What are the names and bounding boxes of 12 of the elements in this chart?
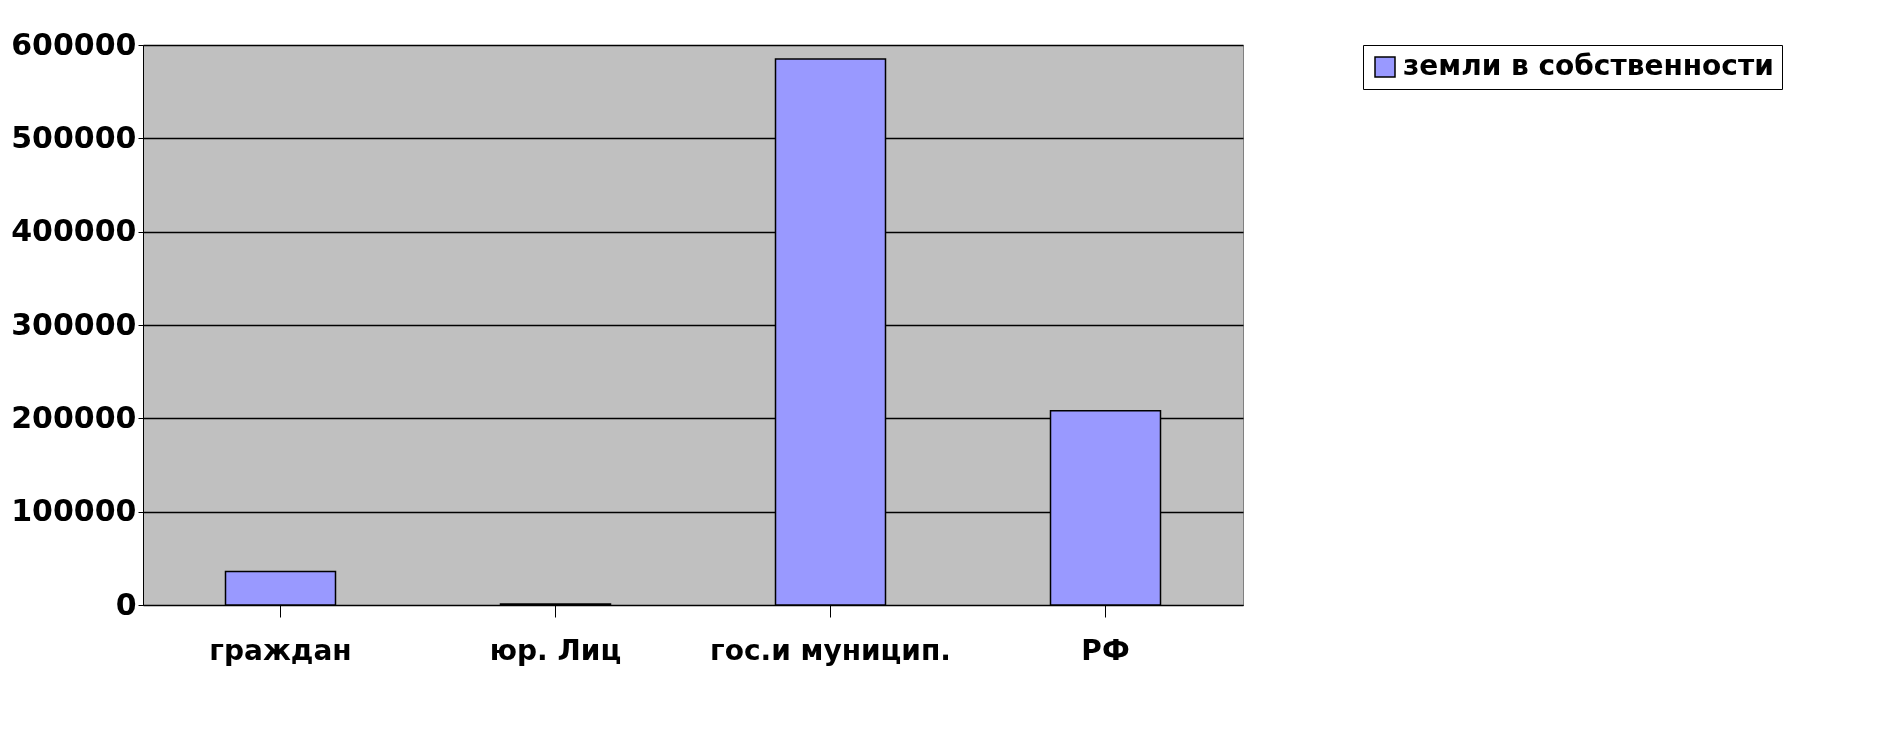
y-tick-label: 500000 <box>11 119 137 155</box>
y-tick-label: 300000 <box>11 306 137 342</box>
y-tick-label: 100000 <box>11 493 137 529</box>
x-tick-label: юр. Лиц <box>489 633 622 667</box>
legend-label: земли в собственности <box>1403 49 1774 82</box>
y-tick-label: 600000 <box>11 26 137 62</box>
x-tick-label: РФ <box>1081 633 1130 667</box>
y-tick-label: 200000 <box>11 399 137 435</box>
y-tick-label: 400000 <box>11 213 137 249</box>
x-tick-label: граждан <box>209 633 352 667</box>
x-tick-label: гос.и муницип. <box>710 633 951 667</box>
y-tick-label: 0 <box>115 586 137 622</box>
